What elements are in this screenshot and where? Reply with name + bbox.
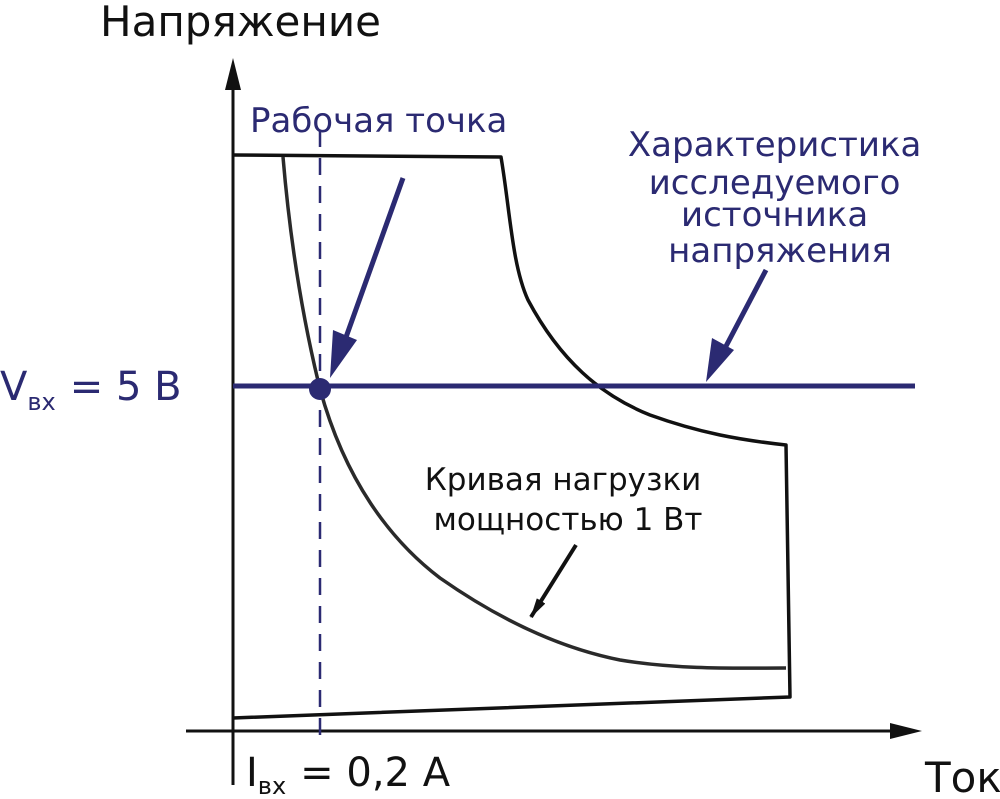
- source-characteristic-label: Характеристика исследуемого источника на…: [628, 125, 932, 271]
- operating-point-marker: [309, 378, 331, 400]
- input-current-subscript: вх: [258, 772, 286, 799]
- input-voltage-value: = 5 В: [70, 364, 182, 410]
- input-voltage-subscript: вх: [27, 388, 55, 416]
- input-current-symbol: I: [246, 750, 258, 796]
- x-axis-arrowhead: [890, 723, 922, 739]
- x-axis-title: Ток: [924, 753, 1000, 799]
- input-current-value: = 0,2 А: [300, 750, 451, 796]
- load-curve-label: Кривая нагрузки мощностью 1 Вт: [425, 462, 711, 538]
- operating-point-label: Рабочая точка: [250, 101, 507, 141]
- input-current-label: Iвх = 0,2 А: [246, 750, 451, 799]
- source-characteristic-line-1: Характеристика: [628, 125, 921, 165]
- source-characteristic-arrow: [721, 268, 769, 352]
- load-curve-line-1: Кривая нагрузки: [425, 462, 702, 498]
- load-curve-line-2: мощностью 1 Вт: [433, 502, 702, 538]
- y-axis-arrowhead: [225, 58, 241, 90]
- operating-point-arrow: [342, 177, 406, 341]
- source-characteristic-arrowhead: [706, 338, 734, 382]
- input-voltage-label: Vвх = 5 В: [0, 364, 182, 416]
- source-characteristic-curve: [232, 153, 792, 720]
- load-curve-1w: [281, 156, 787, 670]
- source-characteristic-line-3: источника: [681, 195, 868, 235]
- operating-point-arrowhead: [330, 330, 357, 378]
- load-curve-arrow: [529, 543, 578, 619]
- source-characteristic-line-2: исследуемого: [649, 163, 901, 203]
- y-axis-title: Напряжение: [100, 0, 381, 46]
- source-characteristic-line-4: напряжения: [668, 231, 892, 271]
- input-voltage-symbol: V: [0, 364, 28, 410]
